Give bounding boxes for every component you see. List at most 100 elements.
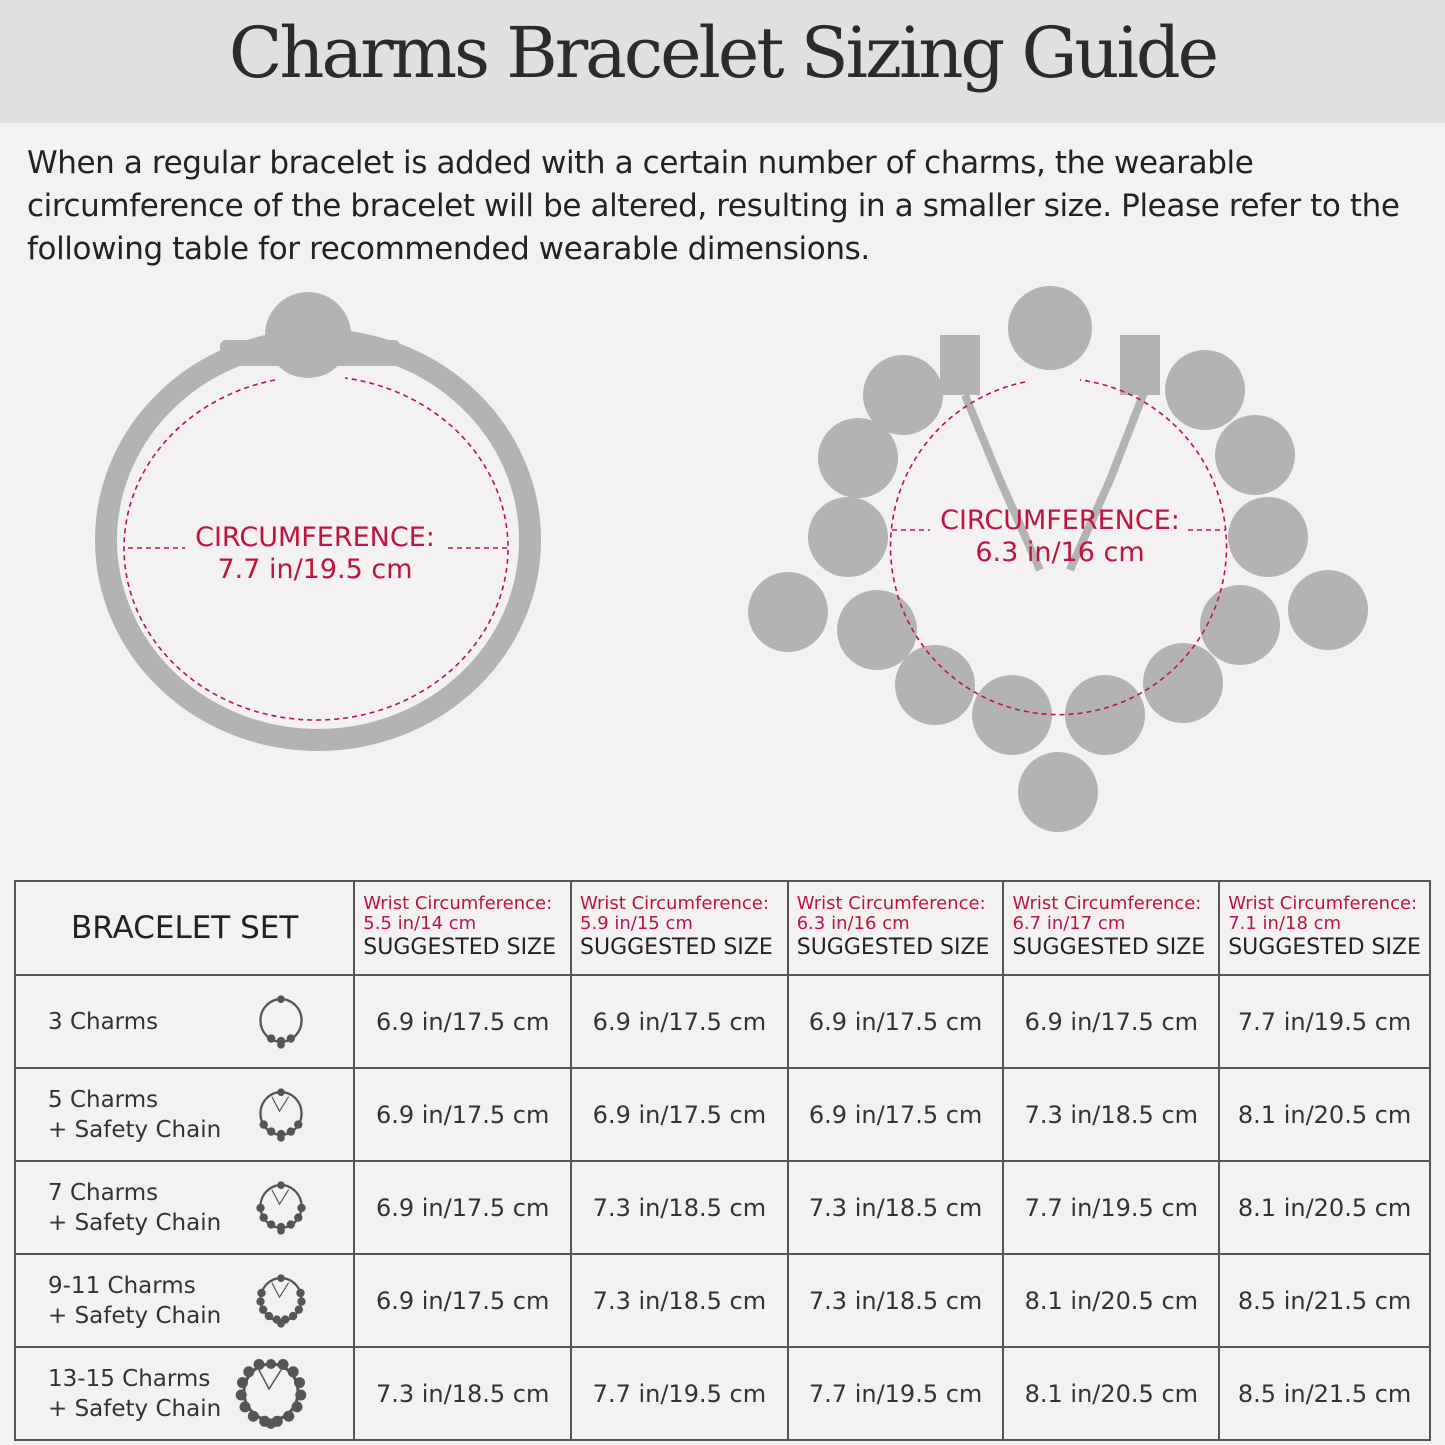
size-cell: 8.1 in/20.5 cm bbox=[1218, 1067, 1431, 1162]
charm-bead bbox=[1018, 752, 1098, 832]
size-cell: 6.9 in/17.5 cm bbox=[353, 1253, 573, 1348]
set-sub: + Safety Chain bbox=[48, 1302, 222, 1329]
charm-circumference-label: CIRCUMFERENCE: 6.3 in/16 cm bbox=[905, 505, 1215, 569]
bracelet-set-cell: 5 Charms + Safety Chain bbox=[13, 1067, 356, 1162]
size-cell: 7.3 in/18.5 cm bbox=[570, 1253, 789, 1348]
charm-bead bbox=[1215, 415, 1295, 495]
bracelet-5-charms-icon bbox=[259, 1087, 304, 1142]
suggested-size-label: SUGGESTED SIZE bbox=[1228, 935, 1421, 960]
wrist-column-header: Wrist Circumference: 6.7 in/17 cm SUGGESTE… bbox=[1002, 880, 1221, 976]
plain-circumference-label: CIRCUMFERENCE: 7.7 in/19.5 cm bbox=[160, 522, 470, 586]
charm-bead bbox=[1065, 675, 1145, 755]
size-cell: 8.5 in/21.5 cm bbox=[1218, 1346, 1431, 1441]
table-row: 7 Charms + Safety Chain 6.9 in/17.5 cm 7.3 … bbox=[13, 1160, 1431, 1255]
bracelet-set-cell: 13-15 Charms + Safety Chain bbox=[13, 1346, 356, 1441]
wrist-value: 5.5 in/14 cm bbox=[363, 913, 477, 934]
size-cell: 6.9 in/17.5 cm bbox=[570, 1067, 789, 1162]
wrist-label: Wrist Circumference: bbox=[1228, 893, 1418, 914]
charm-bead bbox=[1200, 585, 1280, 665]
bracelet-set-cell: 7 Charms + Safety Chain bbox=[13, 1160, 356, 1255]
intro-text: When a regular bracelet is added with a … bbox=[27, 145, 1400, 267]
suggested-size-label: SUGGESTED SIZE bbox=[580, 935, 773, 960]
charm-bead bbox=[895, 645, 975, 725]
wrist-label: Wrist Circumference: bbox=[580, 893, 769, 914]
bracelet-9-11-charms-icon bbox=[256, 1273, 306, 1328]
charm-bracelet-illustration bbox=[748, 286, 1368, 832]
set-sub: + Safety Chain bbox=[48, 1116, 222, 1143]
bracelet-set-header: BRACELET SET bbox=[13, 880, 356, 976]
size-cell: 8.1 in/20.5 cm bbox=[1002, 1253, 1221, 1348]
table-row: 13-15 Charms + Safety Chain 7.3 in/18.5 cm… bbox=[13, 1346, 1431, 1441]
wrist-column-header: Wrist Circumference: 7.1 in/18 cm SUGGESTE… bbox=[1218, 880, 1431, 976]
wrist-column-header: Wrist Circumference: 5.5 in/14 cm SUGGESTE… bbox=[353, 880, 573, 976]
suggested-size-label: SUGGESTED SIZE bbox=[1012, 935, 1206, 960]
table-row: 5 Charms + Safety Chain 6.9 in/17.5 cm 6.9 … bbox=[13, 1067, 1431, 1162]
size-cell: 6.9 in/17.5 cm bbox=[353, 974, 573, 1069]
charm-bead bbox=[808, 497, 888, 577]
set-name: 5 Charms bbox=[48, 1086, 159, 1113]
charm-bead bbox=[818, 418, 898, 498]
set-sub: + Safety Chain bbox=[48, 1209, 222, 1236]
table-row: 9-11 Charms + Safety Chain 6.9 in/17.5 cm 7… bbox=[13, 1253, 1431, 1348]
charm-bead bbox=[1228, 497, 1308, 577]
clip-stopper bbox=[940, 335, 980, 395]
circumference-value: 7.7 in/19.5 cm bbox=[217, 554, 413, 585]
set-name: 9-11 Charms bbox=[48, 1272, 196, 1299]
title-band bbox=[0, 0, 1445, 123]
charm-bead bbox=[1143, 643, 1223, 723]
charm-bead bbox=[837, 590, 917, 670]
suggested-size-label: SUGGESTED SIZE bbox=[363, 935, 557, 960]
table-row: 3 Charms 6.9 in/17.5 cm 6.9 in/17.5 cm 6.9 … bbox=[13, 974, 1431, 1069]
circumference-label: CIRCUMFERENCE: bbox=[940, 505, 1180, 536]
size-cell: 8.1 in/20.5 cm bbox=[1218, 1160, 1431, 1255]
wrist-value: 5.9 in/15 cm bbox=[580, 913, 693, 934]
set-name: 7 Charms bbox=[48, 1179, 159, 1206]
size-cell: 8.5 in/21.5 cm bbox=[1218, 1253, 1431, 1348]
sizing-table: BRACELET SET Wrist Circumference: 5.5 in/… bbox=[13, 880, 1431, 1441]
charm-bead bbox=[863, 355, 943, 435]
charm-bead bbox=[1165, 350, 1245, 430]
set-name: 13-15 Charms bbox=[48, 1365, 211, 1392]
size-cell: 7.3 in/18.5 cm bbox=[786, 1160, 1005, 1255]
bracelet-7-charms-icon bbox=[256, 1180, 306, 1235]
bracelet-set-cell: 9-11 Charms + Safety Chain bbox=[13, 1253, 356, 1348]
clasp bbox=[1008, 286, 1092, 370]
size-cell: 6.9 in/17.5 cm bbox=[353, 1067, 573, 1162]
charm-bead bbox=[748, 572, 828, 652]
plain-bracelet-illustration bbox=[95, 292, 541, 751]
size-cell: 7.7 in/19.5 cm bbox=[1218, 974, 1431, 1069]
wrist-column-header: Wrist Circumference: 6.3 in/16 cm SUGGESTE… bbox=[786, 880, 1005, 976]
size-cell: 7.7 in/19.5 cm bbox=[1002, 1160, 1221, 1255]
bracelet-set-cell: 3 Charms bbox=[13, 974, 356, 1069]
set-name: 3 Charms bbox=[48, 1008, 159, 1035]
size-cell: 7.3 in/18.5 cm bbox=[786, 1253, 1005, 1348]
size-cell: 7.3 in/18.5 cm bbox=[353, 1346, 573, 1441]
page-title: Charms Bracelet Sizing Guide bbox=[228, 12, 1219, 94]
wrist-column-header: Wrist Circumference: 5.9 in/15 cm SUGGESTE… bbox=[570, 880, 789, 976]
charm-bead bbox=[1288, 570, 1368, 650]
size-cell: 6.9 in/17.5 cm bbox=[786, 974, 1005, 1069]
set-sub: + Safety Chain bbox=[48, 1395, 222, 1422]
bracelet-illustrations bbox=[95, 286, 1368, 832]
wrist-value: 6.7 in/17 cm bbox=[1012, 913, 1126, 934]
circumference-value: 6.3 in/16 cm bbox=[975, 537, 1145, 568]
wrist-label: Wrist Circumference: bbox=[1012, 893, 1202, 914]
size-cell: 6.9 in/17.5 cm bbox=[786, 1067, 1005, 1162]
wrist-value: 7.1 in/18 cm bbox=[1228, 913, 1342, 934]
size-cell: 8.1 in/20.5 cm bbox=[1002, 1346, 1221, 1441]
size-cell: 6.9 in/17.5 cm bbox=[1002, 974, 1221, 1069]
charm-bead bbox=[972, 675, 1052, 755]
size-cell: 6.9 in/17.5 cm bbox=[570, 974, 789, 1069]
size-cell: 7.7 in/19.5 cm bbox=[570, 1346, 789, 1441]
circumference-label: CIRCUMFERENCE: bbox=[195, 522, 435, 553]
wrist-label: Wrist Circumference: bbox=[363, 893, 553, 914]
size-cell: 7.3 in/18.5 cm bbox=[1002, 1067, 1221, 1162]
size-cell: 7.7 in/19.5 cm bbox=[786, 1346, 1005, 1441]
wrist-label: Wrist Circumference: bbox=[796, 893, 986, 914]
clip-stopper bbox=[1120, 335, 1160, 395]
suggested-size-label: SUGGESTED SIZE bbox=[796, 935, 990, 960]
bracelet-3-charms-icon bbox=[259, 994, 304, 1049]
size-cell: 7.3 in/18.5 cm bbox=[570, 1160, 789, 1255]
size-cell: 6.9 in/17.5 cm bbox=[353, 1160, 573, 1255]
wrist-value: 6.3 in/16 cm bbox=[796, 913, 910, 934]
